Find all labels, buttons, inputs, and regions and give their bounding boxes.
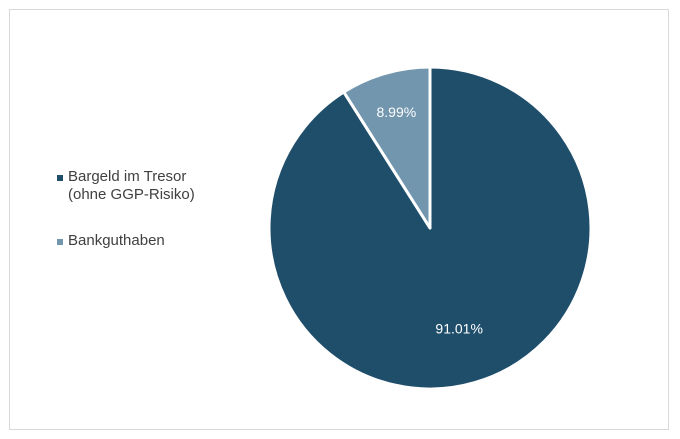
slice-label-1: 8.99% [376, 104, 416, 120]
slice-label-0: 91.01% [435, 321, 482, 337]
pie-slice-1 [342, 65, 432, 230]
legend-item-bargeld: Bargeld im Tresor (ohne GGP-Risiko) [57, 168, 257, 204]
legend: Bargeld im Tresor (ohne GGP-Risiko) Bank… [57, 168, 257, 278]
legend-item-bankguthaben: Bankguthaben [57, 232, 257, 250]
legend-label-bankguthaben: Bankguthaben [68, 232, 165, 249]
legend-swatch-bankguthaben [57, 239, 63, 245]
legend-swatch-bargeld [57, 175, 63, 181]
legend-label-bargeld: Bargeld im Tresor (ohne GGP-Risiko) [68, 168, 195, 203]
